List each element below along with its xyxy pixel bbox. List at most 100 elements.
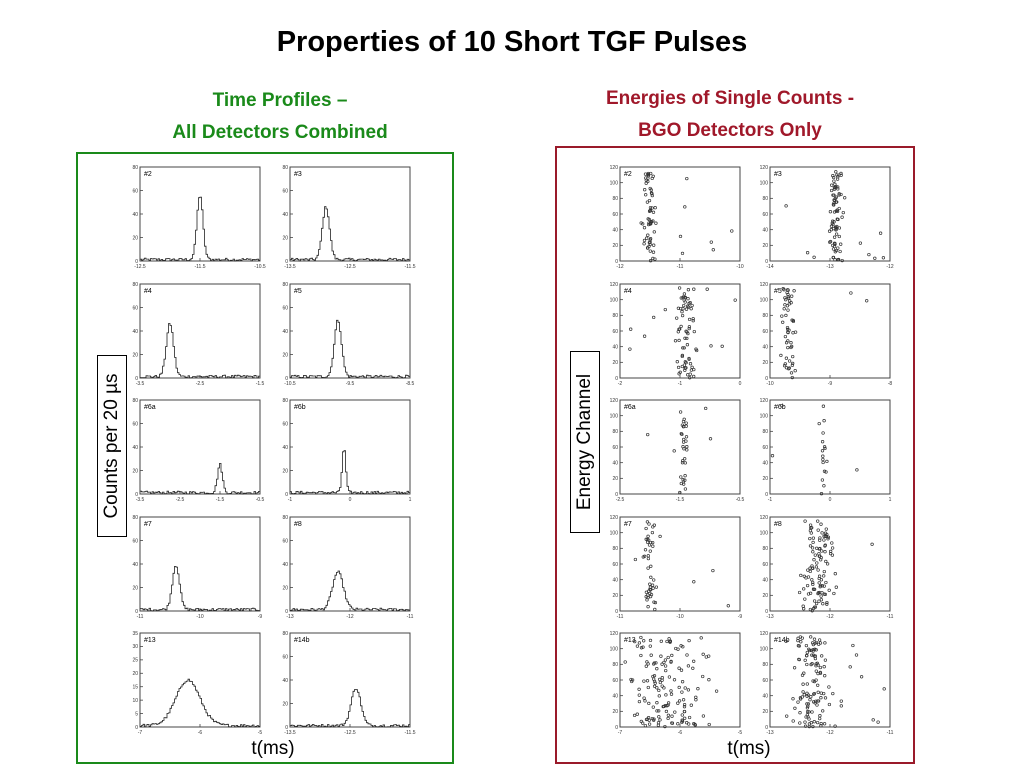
energy-6a-ytick-label: 0	[615, 492, 618, 498]
energy-4-count-point	[685, 343, 690, 347]
energy-8-count-point	[808, 536, 812, 541]
energy-3-ytick-label: 120	[760, 165, 769, 171]
energy-3-count-point	[834, 248, 838, 253]
energy-8-count-point	[799, 573, 803, 578]
energy-6b-ytick-label: 120	[760, 398, 769, 404]
energy-8-count-point	[811, 550, 815, 554]
time-profile-4-ytick-label: 0	[135, 376, 138, 382]
time-profiles-frame	[76, 152, 454, 764]
energy-13-count-point	[647, 722, 652, 726]
time-profile-5-panel-label: #5	[294, 288, 302, 295]
energy-14b-count-point	[813, 641, 817, 645]
energy-13-count-point	[659, 654, 663, 658]
energy-4-count-point	[682, 303, 686, 308]
energy-13-count-point	[662, 660, 666, 665]
energy-8-ytick-label: 100	[760, 530, 769, 536]
energy-2-count-point	[643, 188, 647, 192]
energy-6a-count-point	[681, 425, 686, 429]
energy-8-count-point	[818, 538, 822, 542]
energy-6b-xtick-label: -1	[768, 497, 773, 503]
time-profile-6a-xtick-label: -3.5	[136, 497, 145, 503]
energy-7-xtick-label: -11	[617, 614, 624, 620]
energy-6a-count-point	[672, 449, 676, 453]
time-profile-3-xtick-label: -13.5	[284, 264, 296, 270]
time-profile-14b-ytick-label: 80	[282, 631, 288, 637]
energy-3-count-point	[834, 170, 838, 174]
energy-8-xtick-label: -13	[766, 614, 773, 620]
energy-13-count-point	[645, 717, 649, 721]
energy-14b-count-point	[813, 701, 817, 705]
energy-13-count-point	[699, 636, 703, 640]
energy-6a-count-point	[685, 448, 689, 452]
time-profile-5-ytick-label: 80	[282, 282, 288, 288]
energy-6a-count-point	[683, 478, 687, 482]
energy-3-ytick-label: 100	[760, 180, 769, 186]
time-profile-5-xtick-label: -9.5	[346, 381, 355, 387]
energy-5-xtick-label: -10	[766, 381, 773, 387]
energy-6b-plot-frame	[769, 399, 891, 495]
energy-6a-count-point	[646, 432, 650, 437]
energy-2-ytick-label: 80	[612, 196, 618, 202]
energy-2-count-point	[642, 242, 646, 246]
time-profile-2-xtick-label: -10.5	[254, 264, 266, 270]
time-profile-13-ytick-label: 5	[135, 711, 138, 717]
time-profile-13-ytick-label: 15	[132, 685, 138, 691]
time-profile-6b-plot-frame	[289, 399, 411, 495]
time-profile-7-plot-frame	[139, 516, 261, 612]
energy-2-count-point	[730, 229, 734, 233]
time-profile-6a-ytick-label: 40	[132, 445, 138, 451]
time-profile-7-ytick-label: 40	[132, 562, 138, 568]
energy-6a-panel-label: #6a	[624, 404, 636, 411]
energy-3-count-point	[838, 249, 842, 254]
energy-14b-count-point	[823, 674, 827, 678]
energy-5-count-point	[781, 320, 785, 324]
energy-4-count-point	[695, 348, 699, 353]
energy-14b-ytick-label: 80	[762, 662, 768, 668]
energy-13-count-point	[663, 724, 667, 729]
energy-5-ytick-label: 20	[762, 360, 768, 366]
energy-14b-count-point	[816, 690, 820, 694]
time-profile-7-panel-label: #7	[144, 521, 152, 528]
energy-6a-count-point	[684, 421, 688, 425]
energy-14b-count-point	[807, 717, 811, 721]
energy-6b-count-point	[821, 404, 826, 408]
energy-13-count-point	[637, 693, 641, 697]
time-profile-8-xtick-label: -11	[407, 614, 414, 620]
energy-6b-ytick-label: 40	[762, 460, 768, 466]
time-profile-3-xtick-label: -12.5	[344, 264, 356, 270]
energy-7-count-point	[711, 568, 715, 573]
energy-8-ytick-label: 120	[760, 515, 769, 521]
energy-14b-count-point	[800, 636, 804, 640]
energy-6a-count-point	[681, 459, 685, 463]
energy-6b-count-point	[822, 445, 827, 449]
energy-4-count-point	[686, 297, 690, 301]
energy-14b-count-point	[816, 683, 820, 687]
energies-heading-line1: Energies of Single Counts -	[605, 88, 855, 109]
page-title: Properties of 10 Short TGF Pulses	[276, 26, 748, 58]
energy-14b-count-point	[805, 682, 809, 686]
energy-2-ytick-label: 60	[612, 212, 618, 218]
energy-8-count-point	[832, 591, 836, 596]
energy-14b-count-point	[806, 693, 811, 697]
time-profile-4-ytick-label: 60	[132, 305, 138, 311]
energy-4-count-point	[677, 286, 682, 290]
energy-5-count-point	[791, 331, 795, 335]
energy-14b-ytick-label: 20	[762, 709, 768, 715]
energy-5-count-point	[789, 301, 793, 305]
energy-13-count-point	[637, 687, 641, 691]
energy-13-count-point	[664, 668, 668, 673]
energy-5-count-point	[784, 298, 788, 302]
energy-3-panel-label: #3	[774, 171, 782, 178]
energies-y-axis-label: Energy Channel	[570, 351, 600, 533]
energy-5-count-point	[786, 295, 790, 299]
energy-7-count-point	[646, 534, 650, 538]
energy-14b-count-point	[851, 643, 855, 648]
energy-13-count-point	[666, 703, 670, 707]
energy-13-count-point	[668, 640, 672, 644]
energy-2-count-point	[680, 251, 685, 256]
energy-7-count-point	[648, 582, 652, 586]
energy-2-count-point	[650, 206, 654, 210]
energy-8-ytick-label: 60	[762, 562, 768, 568]
energy-5-count-point	[789, 341, 793, 345]
